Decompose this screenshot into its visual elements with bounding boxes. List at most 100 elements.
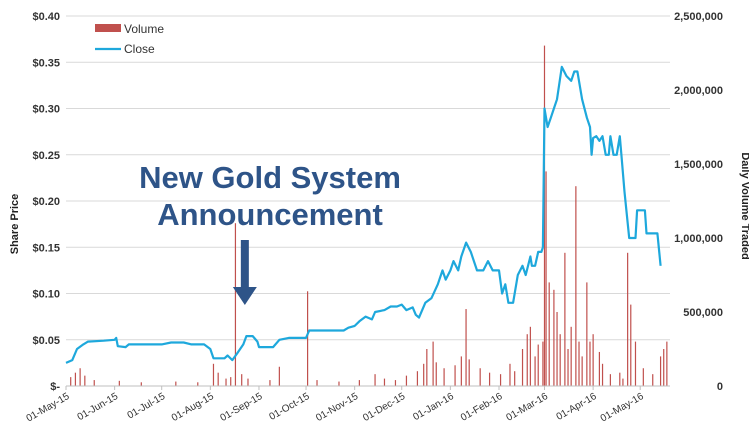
volume-bar — [526, 334, 528, 386]
volume-bar — [578, 341, 580, 386]
left-tick-label: $0.20 — [32, 196, 60, 208]
volume-bar — [241, 374, 243, 386]
volume-bar — [581, 356, 583, 386]
left-tick-label: $0.15 — [32, 242, 60, 254]
volume-bar — [454, 365, 456, 386]
right-axis-title: Daily Volume Traded — [739, 152, 749, 259]
left-axis-title: Share Price — [9, 194, 21, 255]
legend-swatch-volume — [95, 24, 121, 32]
x-tick-label: 01-Nov-15 — [314, 391, 360, 424]
volume-bar — [443, 368, 445, 386]
volume-bar — [225, 378, 227, 386]
volume-bar — [559, 334, 561, 386]
volume-bar — [545, 171, 547, 386]
volume-bar — [663, 349, 665, 386]
annotation-arrow — [232, 240, 257, 305]
volume-bar — [383, 378, 386, 386]
volume-bar — [556, 312, 558, 386]
volume-bar — [666, 341, 668, 386]
volume-bar — [70, 377, 72, 386]
left-tick-label: $0.10 — [32, 289, 60, 301]
right-tick-label: 2,500,000 — [674, 11, 723, 23]
right-tick-label: 1,500,000 — [674, 159, 723, 171]
x-tick-label: 01-Apr-16 — [555, 391, 599, 423]
left-axis-ticks: $- $0.05 $0.10 $0.15 $0.20 $0.25 $0.30 $0.35 $0.… — [32, 11, 60, 393]
x-tick-label: 01-Jan-16 — [411, 391, 456, 423]
right-tick-label: 2,000,000 — [674, 85, 723, 97]
volume-bar — [79, 368, 81, 386]
right-tick-label: 500,000 — [683, 307, 723, 319]
volume-bar — [630, 304, 632, 386]
volume-bar — [564, 252, 566, 386]
volume-bar — [521, 349, 524, 386]
volume-bar — [460, 356, 462, 386]
volume-bar — [488, 372, 491, 386]
volume-bar — [234, 223, 237, 386]
close-series-line — [65, 65, 662, 364]
x-tick-label: 01-Oct-15 — [268, 391, 312, 423]
volume-bar — [432, 341, 434, 386]
volume-bar — [197, 382, 199, 386]
volume-bar — [278, 366, 280, 386]
annotation-text-line-1: New Gold System — [139, 160, 401, 195]
volume-bar — [93, 380, 95, 386]
volume-bars — [70, 45, 668, 386]
legend-label-volume: Volume — [124, 22, 164, 36]
volume-bar — [405, 375, 408, 386]
volume-bar — [84, 375, 86, 386]
volume-bar — [316, 380, 318, 386]
volume-bar — [534, 356, 536, 386]
right-tick-label: 1,000,000 — [674, 233, 723, 245]
volume-bar — [338, 381, 340, 386]
left-tick-label: $0.30 — [32, 104, 60, 116]
volume-bar — [426, 349, 428, 386]
volume-bar — [394, 380, 397, 386]
volume-bar — [217, 372, 219, 386]
x-tick-label: 01-Jun-15 — [76, 391, 121, 423]
volume-bar — [479, 368, 481, 386]
x-tick-label: 01-Feb-16 — [459, 391, 505, 424]
volume-bar — [548, 282, 550, 386]
left-tick-label: $0.40 — [32, 11, 60, 23]
volume-bar — [553, 289, 555, 386]
volume-bar — [589, 341, 591, 386]
volume-bar — [634, 341, 637, 386]
volume-bar — [468, 359, 470, 386]
legend-label-close: Close — [124, 42, 155, 56]
right-tick-label: 0 — [717, 381, 723, 393]
volume-bar — [307, 291, 309, 386]
volume-bar — [423, 363, 425, 386]
x-tick-label: 01-Sep-15 — [219, 391, 265, 424]
volume-bar — [542, 341, 544, 386]
volume-bar — [509, 363, 511, 386]
volume-bar — [619, 372, 621, 386]
volume-bar — [592, 334, 594, 386]
volume-bar — [74, 372, 77, 386]
volume-bar — [543, 45, 546, 386]
volume-bar — [652, 374, 654, 386]
x-tick-label: 01-May-15 — [25, 391, 72, 425]
x-tick-label: 01-May-16 — [599, 391, 646, 425]
legend: Volume Close — [95, 22, 164, 56]
volume-bar — [598, 351, 601, 386]
volume-bar — [537, 344, 539, 386]
x-axis-ticks: 01-May-15 01-Jun-15 01-Jul-15 01-Aug-15 01-S… — [25, 386, 646, 425]
volume-bar — [140, 382, 142, 386]
volume-bar — [435, 362, 437, 386]
volume-bar — [627, 252, 629, 386]
volume-bar — [575, 186, 577, 386]
volume-bar — [586, 282, 588, 386]
volume-bar — [230, 377, 232, 386]
volume-bar — [529, 326, 531, 386]
volume-bar — [514, 371, 516, 386]
annotation-text-line-2: Announcement — [157, 197, 383, 232]
volume-bar — [416, 371, 419, 386]
x-tick-label: 01-Dec-15 — [361, 391, 407, 424]
volume-bar — [642, 368, 644, 386]
x-tick-label: 01-Jul-15 — [126, 391, 168, 422]
volume-bar — [269, 380, 271, 386]
volume-bar — [175, 381, 177, 386]
announcement-annotation: New Gold System Announcement — [139, 160, 401, 305]
left-tick-label: $0.25 — [32, 150, 60, 162]
volume-bar — [374, 374, 376, 386]
